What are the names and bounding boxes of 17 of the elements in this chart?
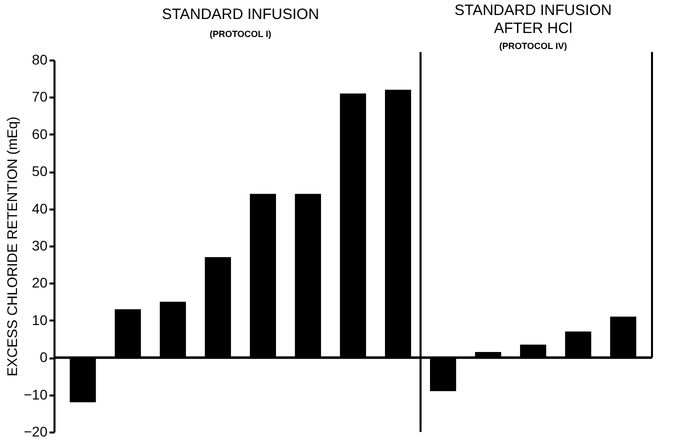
y-tick-label: 40 xyxy=(32,200,48,216)
y-tick-label: 80 xyxy=(32,52,48,68)
y-tick-label: 50 xyxy=(32,163,48,180)
y-tick-label: 60 xyxy=(32,126,48,142)
text: (PROTOCOL IV) xyxy=(499,41,567,51)
text: STANDARD INFUSION xyxy=(454,2,612,19)
y-tick-label: −10 xyxy=(24,386,48,402)
y-tick-label: 0 xyxy=(40,349,48,366)
text: STANDARD INFUSION xyxy=(162,6,320,23)
text: (PROTOCOL I) xyxy=(210,29,272,39)
y-tick-label: −20 xyxy=(24,424,48,440)
y-tick-label: 30 xyxy=(32,238,48,254)
text: AFTER HCl xyxy=(494,20,572,37)
y-tick-label: 20 xyxy=(32,274,48,291)
y-axis-title: EXCESS CHLORIDE RETENTION (mEq) xyxy=(4,116,20,376)
y-tick-label: 70 xyxy=(32,88,48,105)
y-tick-label: 10 xyxy=(32,312,48,328)
